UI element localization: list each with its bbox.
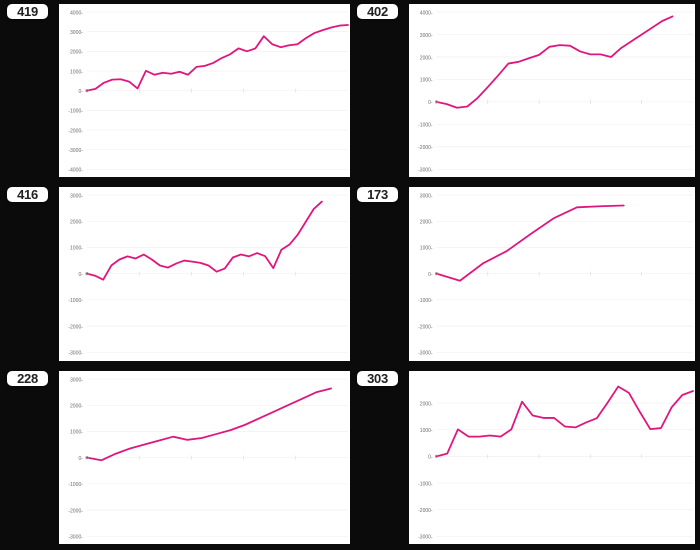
svg-text:-1000-: -1000- bbox=[418, 123, 433, 129]
svg-text:2000-: 2000- bbox=[70, 220, 83, 226]
svg-text:-3000-: -3000- bbox=[418, 534, 433, 540]
svg-text:0-: 0- bbox=[428, 100, 433, 106]
svg-text:3000-: 3000- bbox=[420, 194, 433, 200]
svg-text:1000-: 1000- bbox=[70, 246, 83, 252]
svg-text:-3000-: -3000- bbox=[68, 534, 83, 540]
svg-text:2000-: 2000- bbox=[420, 55, 433, 61]
svg-text:-1000-: -1000- bbox=[68, 109, 83, 115]
svg-text:-4000-: -4000- bbox=[68, 168, 83, 174]
svg-text:-1000-: -1000- bbox=[68, 482, 83, 488]
svg-text:3000-: 3000- bbox=[70, 377, 83, 383]
svg-text:0-: 0- bbox=[78, 456, 83, 462]
svg-text:3000-: 3000- bbox=[420, 33, 433, 39]
svg-text:-1000-: -1000- bbox=[418, 481, 433, 487]
svg-text:0-: 0- bbox=[428, 454, 433, 460]
svg-text:4000-: 4000- bbox=[420, 10, 433, 16]
svg-text:4000-: 4000- bbox=[70, 10, 83, 16]
svg-text:2000-: 2000- bbox=[420, 401, 433, 407]
svg-text:-3000-: -3000- bbox=[418, 168, 433, 174]
svg-text:-2000-: -2000- bbox=[68, 128, 83, 134]
svg-text:-3000-: -3000- bbox=[418, 351, 433, 357]
svg-text:-2000-: -2000- bbox=[68, 325, 83, 331]
svg-text:2000-: 2000- bbox=[420, 220, 433, 226]
svg-text:-2000-: -2000- bbox=[418, 507, 433, 513]
svg-text:0-: 0- bbox=[428, 272, 433, 278]
svg-text:-2000-: -2000- bbox=[418, 145, 433, 151]
svg-text:-3000-: -3000- bbox=[68, 351, 83, 357]
svg-text:-3000-: -3000- bbox=[68, 148, 83, 154]
svg-text:1000-: 1000- bbox=[70, 429, 83, 435]
svg-text:0-: 0- bbox=[78, 272, 83, 278]
svg-text:2000-: 2000- bbox=[70, 403, 83, 409]
svg-text:1000-: 1000- bbox=[420, 78, 433, 84]
svg-text:3000-: 3000- bbox=[70, 194, 83, 200]
svg-text:0-: 0- bbox=[78, 89, 83, 95]
svg-text:1000-: 1000- bbox=[70, 69, 83, 75]
svg-text:-1000-: -1000- bbox=[418, 298, 433, 304]
svg-text:-1000-: -1000- bbox=[68, 298, 83, 304]
svg-text:-2000-: -2000- bbox=[418, 325, 433, 331]
svg-text:1000-: 1000- bbox=[420, 246, 433, 252]
svg-text:-2000-: -2000- bbox=[68, 508, 83, 514]
svg-text:1000-: 1000- bbox=[420, 428, 433, 434]
svg-text:3000-: 3000- bbox=[70, 30, 83, 36]
svg-text:2000-: 2000- bbox=[70, 50, 83, 56]
